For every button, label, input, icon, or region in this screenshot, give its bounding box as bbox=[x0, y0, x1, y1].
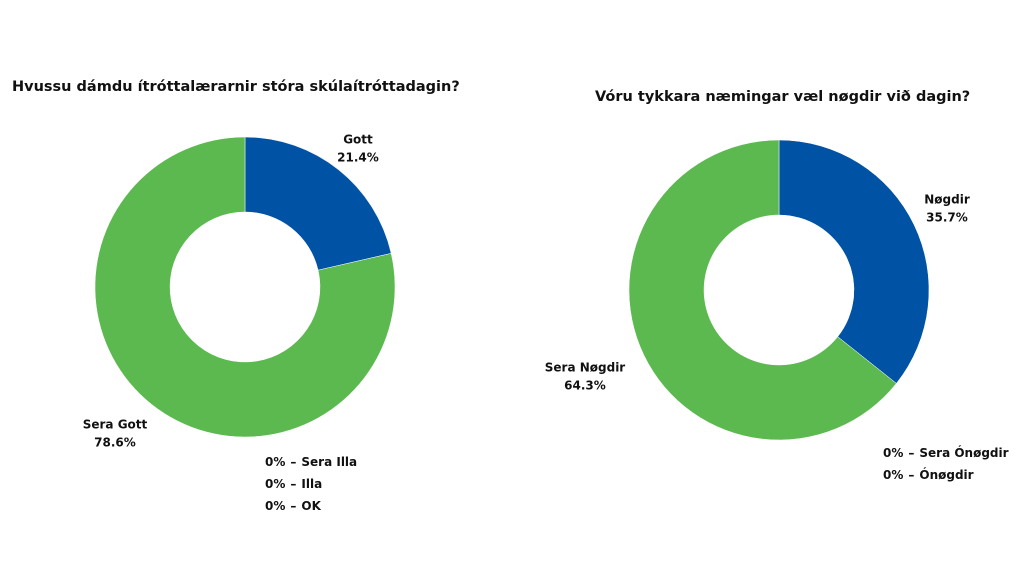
zero-label: 0% – Sera Ónøgdir bbox=[883, 445, 1009, 460]
slice-value: 21.4% bbox=[337, 151, 379, 165]
zero-category: OK bbox=[301, 499, 321, 513]
zero-category: Ónøgdir bbox=[919, 467, 973, 482]
zero-category: Illa bbox=[301, 477, 322, 491]
zero-category: Sera Illa bbox=[301, 455, 357, 469]
zero-separator: – bbox=[908, 446, 914, 460]
slice-value: 35.7% bbox=[926, 211, 968, 225]
zero-separator: – bbox=[290, 455, 296, 469]
zero-label: 0% – Ónøgdir bbox=[883, 467, 974, 482]
zero-label: 0% – Sera Illa bbox=[265, 455, 357, 469]
slice-label: Sera Gott bbox=[83, 418, 148, 432]
slice-value: 64.3% bbox=[564, 379, 606, 393]
zero-value: 0% bbox=[883, 446, 903, 460]
donut-slice bbox=[628, 139, 897, 441]
zero-separator: – bbox=[908, 468, 914, 482]
zero-category: Sera Ónøgdir bbox=[919, 445, 1008, 460]
slice-value: 78.6% bbox=[94, 436, 136, 450]
slice-label: Gott bbox=[343, 133, 373, 147]
zero-value: 0% bbox=[265, 455, 285, 469]
chart-title: Vóru tykkara næmingar væl nøgdir við dag… bbox=[595, 89, 970, 105]
donut-slice bbox=[778, 139, 930, 384]
slice-label: Nøgdir bbox=[924, 193, 970, 207]
zero-value: 0% bbox=[265, 477, 285, 491]
zero-label: 0% – OK bbox=[265, 499, 322, 513]
zero-separator: – bbox=[290, 499, 296, 513]
donut-slice bbox=[94, 136, 396, 438]
zero-value: 0% bbox=[265, 499, 285, 513]
donut-slice bbox=[244, 136, 392, 271]
zero-value: 0% bbox=[883, 468, 903, 482]
slice-label: Sera Nøgdir bbox=[545, 361, 626, 375]
zero-label: 0% – Illa bbox=[265, 477, 322, 491]
zero-separator: – bbox=[290, 477, 296, 491]
chart-title: Hvussu dámdu ítróttalærarnir stóra skúla… bbox=[12, 79, 460, 95]
